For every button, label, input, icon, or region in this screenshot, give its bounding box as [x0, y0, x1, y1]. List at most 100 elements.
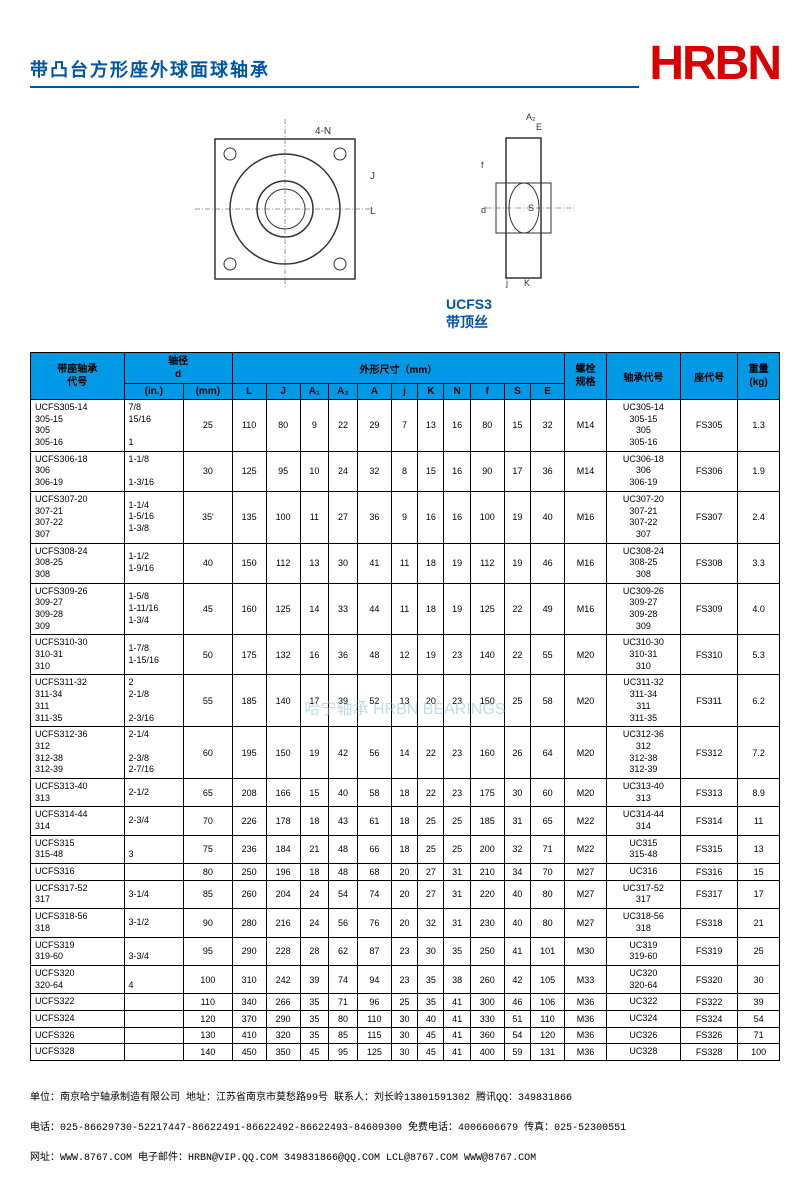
cell-dmm: 30	[184, 451, 233, 491]
cell-A1: 14	[300, 583, 328, 635]
cell-E: 55	[531, 635, 565, 675]
cell-f: 360	[470, 1027, 504, 1044]
table-row: UCFS320 320-64 4100310242397494233538260…	[31, 965, 780, 993]
cell-f: 80	[470, 400, 504, 452]
cell-dmm: 85	[184, 880, 233, 908]
cell-A: 56	[357, 727, 391, 779]
th-dims: 外形尺寸（mm）	[232, 353, 564, 384]
cell-E: 64	[531, 727, 565, 779]
cell-J: 112	[266, 543, 300, 583]
cell-S: 51	[504, 1010, 530, 1027]
cell-bno: UC312-36 312 312-38 312-39	[606, 727, 680, 779]
cell-bolt: M27	[565, 909, 607, 937]
cell-sno: FS305	[681, 400, 738, 452]
cell-dmm: 25	[184, 400, 233, 452]
cell-din: 1-1/8 1-3/16	[124, 451, 184, 491]
table-row: UCFS306-18 306 306-191-1/8 1-3/163012595…	[31, 451, 780, 491]
cell-N: 35	[444, 937, 470, 965]
cell-A: 32	[357, 451, 391, 491]
svg-text:J: J	[370, 171, 375, 182]
svg-text:S: S	[528, 203, 534, 213]
cell-j: 23	[391, 937, 417, 965]
cell-A: 29	[357, 400, 391, 452]
cell-N: 23	[444, 727, 470, 779]
cell-din: 1-1/2 1-9/16	[124, 543, 184, 583]
cell-A2: 22	[329, 400, 358, 452]
cell-f: 200	[470, 835, 504, 863]
cell-A1: 39	[300, 965, 328, 993]
cell-bolt: M20	[565, 675, 607, 727]
cell-J: 320	[266, 1027, 300, 1044]
cell-E: 105	[531, 965, 565, 993]
cell-code: UCFS312-36 312 312-38 312-39	[31, 727, 125, 779]
th-j: j	[391, 384, 417, 400]
cell-code: UCFS316	[31, 864, 125, 881]
cell-E: 101	[531, 937, 565, 965]
cell-dmm: 120	[184, 1010, 233, 1027]
th-N: N	[444, 384, 470, 400]
cell-K: 35	[418, 965, 444, 993]
cell-j: 8	[391, 451, 417, 491]
cell-din	[124, 1027, 184, 1044]
cell-dmm: 75	[184, 835, 233, 863]
table-row: UCFS317-52 3173-1/4852602042454742027312…	[31, 880, 780, 908]
cell-K: 27	[418, 864, 444, 881]
table-row: UCFS32211034026635719625354130046106M36U…	[31, 994, 780, 1011]
cell-dmm: 130	[184, 1027, 233, 1044]
cell-A2: 30	[329, 543, 358, 583]
cell-j: 9	[391, 491, 417, 543]
cell-code: UCFS322	[31, 994, 125, 1011]
cell-A: 41	[357, 543, 391, 583]
cell-dmm: 70	[184, 807, 233, 835]
svg-text:j: j	[505, 278, 508, 288]
cell-A: 110	[357, 1010, 391, 1027]
cell-L: 160	[232, 583, 266, 635]
cell-code: UCFS314-44 314	[31, 807, 125, 835]
cell-bno: UC308-24 308-25 308	[606, 543, 680, 583]
cell-f: 210	[470, 864, 504, 881]
table-row: UCFS305-14 305-15 305 305-167/8 15/16 12…	[31, 400, 780, 452]
cell-A1: 19	[300, 727, 328, 779]
cell-sno: FS317	[681, 880, 738, 908]
cell-E: 58	[531, 675, 565, 727]
cell-f: 175	[470, 778, 504, 806]
cell-din	[124, 1010, 184, 1027]
cell-E: 110	[531, 1010, 565, 1027]
cell-sno: FS315	[681, 835, 738, 863]
header: 带凸台方形座外球面球轴承 HRBN	[30, 40, 780, 88]
cell-j: 18	[391, 807, 417, 835]
table-row: UCFS311-32 311-34 311 311-352 2-1/8 2-3/…	[31, 675, 780, 727]
table-row: UCFS316802501961848682027312103470M27UC3…	[31, 864, 780, 881]
cell-J: 216	[266, 909, 300, 937]
cell-wt: 3.3	[738, 543, 780, 583]
cell-J: 132	[266, 635, 300, 675]
cell-bno: UC305-14 305-15 305 305-16	[606, 400, 680, 452]
cell-A2: 27	[329, 491, 358, 543]
cell-bolt: M20	[565, 778, 607, 806]
cell-sno: FS316	[681, 864, 738, 881]
cell-J: 166	[266, 778, 300, 806]
cell-E: 46	[531, 543, 565, 583]
cell-A: 94	[357, 965, 391, 993]
cell-dmm: 65	[184, 778, 233, 806]
cell-din: 7/8 15/16 1	[124, 400, 184, 452]
cell-L: 310	[232, 965, 266, 993]
cell-dmm: 140	[184, 1044, 233, 1061]
cell-E: 60	[531, 778, 565, 806]
cell-S: 31	[504, 807, 530, 835]
cell-S: 25	[504, 675, 530, 727]
cell-wt: 39	[738, 994, 780, 1011]
table-row: UCFS308-24 308-25 3081-1/2 1-9/164015011…	[31, 543, 780, 583]
cell-K: 45	[418, 1027, 444, 1044]
th-L: L	[232, 384, 266, 400]
spec-table: 带座轴承 代号 轴径 d 外形尺寸（mm） 螺栓 规格 轴承代号 座代号 重量 …	[30, 352, 780, 1061]
cell-j: 23	[391, 965, 417, 993]
th-mm: (mm)	[184, 384, 233, 400]
cell-L: 175	[232, 635, 266, 675]
cell-code: UCFS307-20 307-21 307-22 307	[31, 491, 125, 543]
cell-A2: 40	[329, 778, 358, 806]
cell-A: 44	[357, 583, 391, 635]
cell-code: UCFS305-14 305-15 305 305-16	[31, 400, 125, 452]
cell-bno: UC320 320-64	[606, 965, 680, 993]
cell-L: 236	[232, 835, 266, 863]
